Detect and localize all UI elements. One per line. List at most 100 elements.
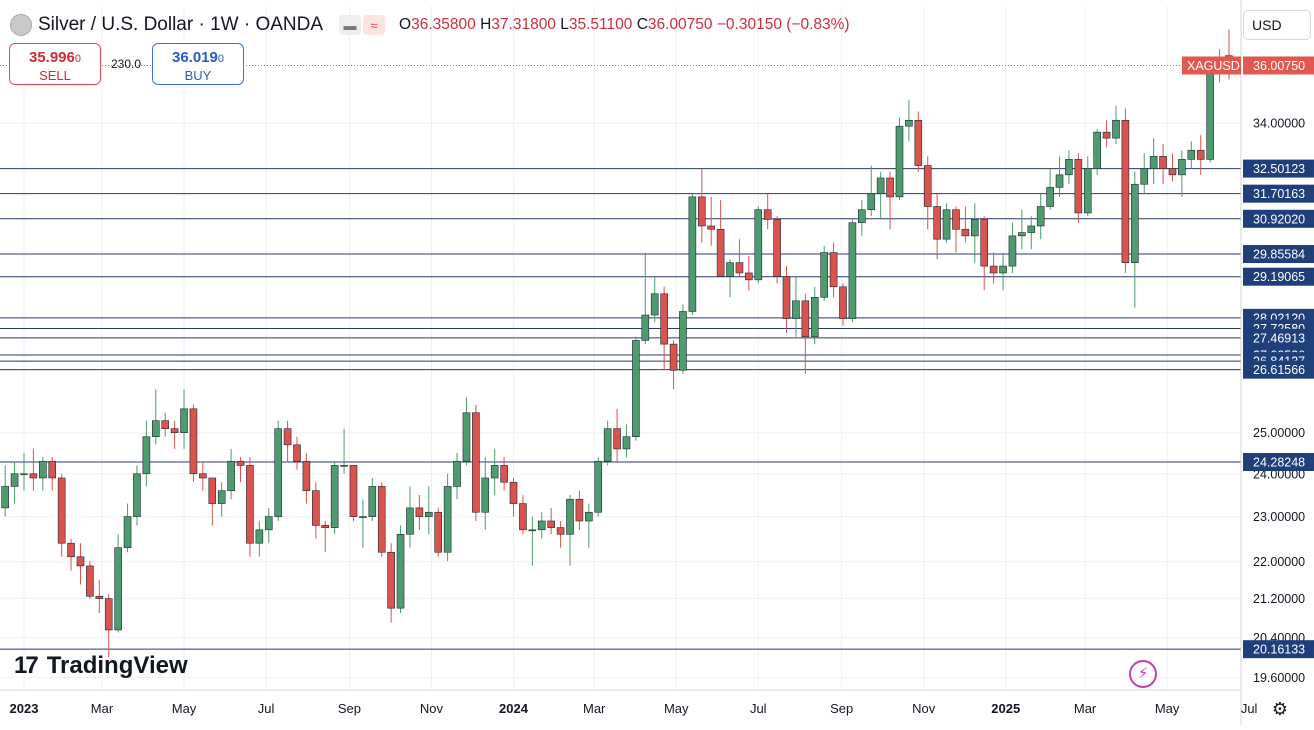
candle [726, 259, 734, 298]
candle [349, 465, 358, 521]
candle-body [246, 465, 254, 544]
candle [1140, 153, 1149, 194]
candle-body [424, 511, 433, 517]
buy-label: BUY [184, 68, 212, 83]
candle-body [1102, 131, 1111, 139]
candle-body [227, 460, 235, 491]
tradingview-logo[interactable]: 17 TradingView [14, 652, 188, 680]
spread-value: 230.0 [111, 57, 142, 71]
candle [858, 200, 866, 236]
candle-body [895, 125, 904, 198]
grid-lines [0, 6, 1241, 690]
candle [1036, 193, 1045, 240]
candle-body [603, 428, 612, 462]
candle-body [415, 507, 424, 517]
sell-price-sup: 0 [74, 53, 81, 65]
candle [942, 203, 951, 243]
candle [650, 276, 659, 323]
y-tick-label: 25.00000 [1253, 426, 1305, 440]
sell-button[interactable]: 35.9960 SELL [9, 43, 101, 85]
candle-body [189, 408, 198, 475]
level-price-tag-bg [1243, 452, 1314, 471]
candle-body [236, 460, 245, 466]
level-price-tag-bg [1243, 209, 1314, 228]
candle-body [792, 300, 800, 319]
candle [839, 283, 847, 326]
candle-body [387, 551, 395, 609]
candle-body [199, 473, 207, 479]
candle-body [763, 209, 772, 220]
candle-body [462, 412, 471, 462]
candle-body [434, 511, 443, 553]
candle [1065, 150, 1073, 185]
candle [283, 420, 292, 462]
candle-body [368, 486, 377, 517]
level-price-tag: 29.85584 [1253, 248, 1305, 262]
level-price-tag: 27.46913 [1253, 331, 1305, 345]
candle [1149, 138, 1158, 185]
x-tick-label: May [172, 701, 197, 716]
candle-body [839, 286, 847, 319]
candle [1027, 216, 1036, 250]
candle-body [1055, 174, 1064, 188]
flash-icon[interactable]: ⚡ [1129, 660, 1157, 688]
candle [810, 286, 819, 345]
candle-body [1083, 168, 1092, 214]
low-label: L [560, 16, 569, 33]
candle [424, 486, 433, 535]
candle [387, 543, 395, 623]
candle [264, 507, 273, 544]
minus-toggle-icon[interactable]: ▬ [339, 15, 362, 35]
candle-body [1178, 159, 1186, 176]
candle-body [547, 520, 555, 528]
candle-body [133, 473, 141, 517]
candle-body [876, 177, 885, 195]
close-label: C [636, 16, 648, 33]
candle [340, 428, 348, 474]
candle [208, 477, 217, 526]
candle [735, 239, 744, 277]
candle [462, 397, 471, 466]
candle-body [1140, 168, 1149, 185]
candle-body [104, 598, 113, 631]
approx-toggle-icon[interactable]: ≈ [363, 15, 386, 35]
candle-body [330, 465, 339, 528]
candle [1178, 150, 1186, 197]
candle [255, 520, 264, 557]
candle-body [377, 486, 386, 553]
candle [603, 420, 612, 466]
candle [745, 255, 753, 291]
logo-mark: 17 [14, 652, 39, 679]
ohlc-values: O36.35800 H37.31800 L35.51100 C36.00750 … [399, 16, 850, 34]
level-price-tag-bg [1243, 184, 1314, 203]
symbol-title[interactable]: Silver / U.S. Dollar · 1W · OANDA [38, 14, 324, 35]
candle [1008, 222, 1017, 273]
silver-coin-icon[interactable] [10, 14, 32, 36]
candle-body [76, 556, 85, 567]
candle [67, 538, 75, 571]
candle [246, 457, 254, 557]
candle-body [1187, 149, 1196, 160]
candle-body [1159, 156, 1167, 169]
candle-body [688, 196, 697, 312]
gear-icon[interactable]: ⚙ [1271, 699, 1289, 719]
level-price-tag: 32.50123 [1253, 162, 1305, 176]
candle [1018, 209, 1026, 250]
candle-body [293, 444, 301, 462]
candle-body [349, 465, 358, 517]
buy-button[interactable]: 36.0190 BUY [152, 43, 244, 85]
buy-price: 36.019 [171, 49, 218, 66]
sell-price: 35.996 [28, 49, 75, 66]
level-price-tag: 29.19065 [1253, 270, 1305, 284]
candle-body [48, 460, 57, 479]
candle-body [359, 516, 367, 518]
candle [481, 457, 490, 530]
currency-button[interactable]: USD [1243, 10, 1311, 40]
candle-body [613, 428, 621, 450]
candle-body [632, 340, 640, 438]
candle [415, 494, 424, 530]
candle-body [679, 311, 687, 371]
candle [575, 490, 584, 530]
